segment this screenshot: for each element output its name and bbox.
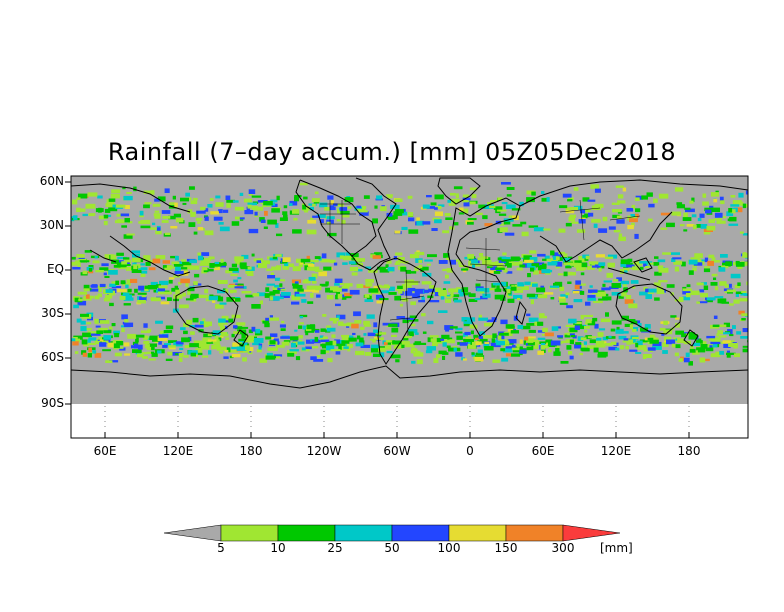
colorbar-swatch — [505, 524, 564, 542]
colorbar-unit: [mm] — [600, 541, 633, 555]
lon-label-60e: 60E — [93, 444, 117, 458]
colorbar-label-25: 25 — [327, 541, 343, 555]
gridlines — [104, 406, 690, 430]
colorbar-label-50: 50 — [384, 541, 400, 555]
map-frame — [70, 175, 749, 439]
colorbar-label-5: 5 — [217, 541, 225, 555]
colorbar-label-100: 100 — [437, 541, 461, 555]
axis-ticks — [65, 181, 690, 438]
lat-label-60s: 60S — [41, 350, 64, 364]
map-title: Rainfall (7–day accum.) [mm] 05Z05Dec201… — [107, 138, 677, 166]
lon-label-120w: 120W — [306, 444, 342, 458]
colorbar-swatch — [334, 524, 393, 542]
colorbar-swatch — [220, 524, 279, 542]
lat-label-60n: 60N — [39, 174, 64, 188]
lon-label-0: 0 — [466, 444, 474, 458]
lon-label-180: 180 — [239, 444, 263, 458]
colorbar-label-150: 150 — [494, 541, 518, 555]
lon-label-60e-right: 60E — [531, 444, 555, 458]
coastlines — [71, 177, 748, 389]
lat-label-eq: EQ — [46, 262, 64, 276]
lat-label-30n: 30N — [39, 218, 64, 232]
lat-label-90s: 90S — [41, 396, 64, 410]
lon-label-60w: 60W — [383, 444, 411, 458]
colorbar-arrow-low — [163, 524, 222, 542]
colorbar-arrow-high — [562, 524, 621, 542]
lat-label-30s: 30S — [41, 306, 64, 320]
lon-label-120e: 120E — [162, 444, 194, 458]
colorbar-label-300: 300 — [551, 541, 575, 555]
colorbar-swatch — [448, 524, 507, 542]
colorbar-swatch — [277, 524, 336, 542]
rain-field — [71, 182, 748, 366]
colorbar — [163, 524, 621, 542]
colorbar-label-10: 10 — [270, 541, 286, 555]
lon-label-180-right: 180 — [677, 444, 701, 458]
country-borders — [320, 199, 641, 337]
colorbar-swatch — [391, 524, 450, 542]
lon-label-120e-right: 120E — [600, 444, 632, 458]
